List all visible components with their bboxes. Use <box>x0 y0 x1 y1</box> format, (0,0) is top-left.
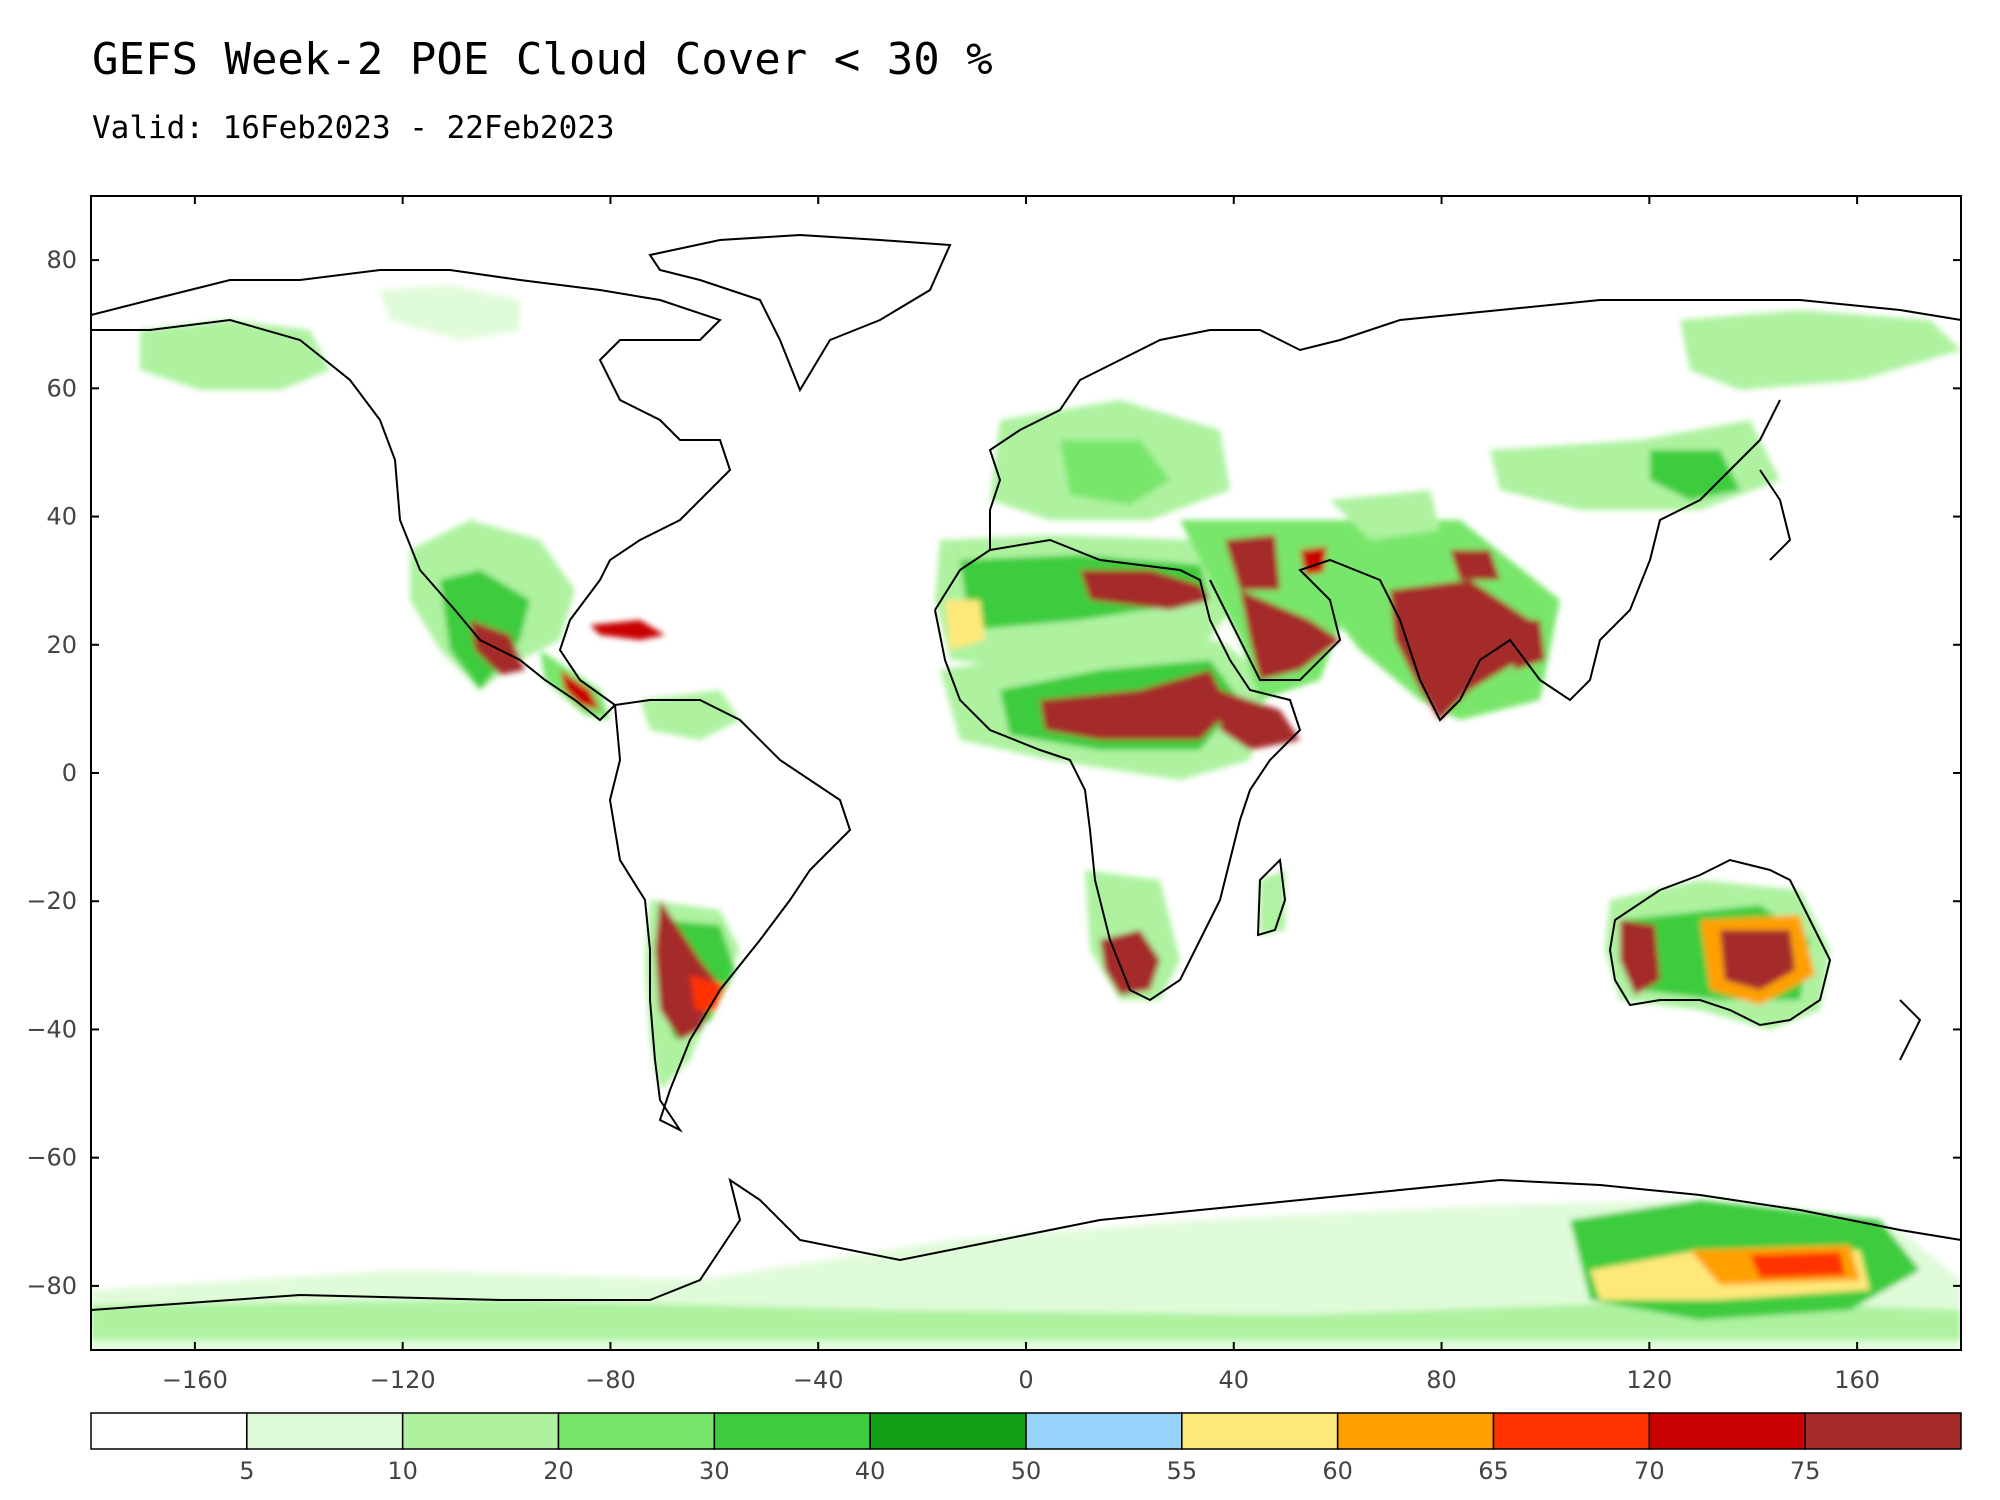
coast-arabia-asia <box>1209 399 1781 722</box>
y-tick-label: 40 <box>46 503 77 531</box>
x-tick-label: −120 <box>370 1366 436 1394</box>
field-venezuela-light <box>640 690 740 740</box>
coast-north-america <box>91 269 732 722</box>
x-tick-label: −80 <box>585 1366 636 1394</box>
field-siberia-light <box>1680 310 1961 390</box>
x-tick-label: 40 <box>1219 1366 1250 1394</box>
legend-label: 65 <box>1478 1457 1509 1485</box>
field-namibia-red <box>1100 930 1160 995</box>
field-horn-africa <box>1220 690 1300 750</box>
field-mexico-red <box>470 620 525 675</box>
field-east-australia-red <box>1720 930 1795 990</box>
field-west-australia-red <box>1620 920 1660 995</box>
legend-label: 5 <box>239 1457 254 1485</box>
field-india-red <box>1390 580 1530 720</box>
x-tick-label: 120 <box>1626 1366 1672 1394</box>
coast-new-zealand <box>1899 999 1922 1061</box>
legend-swatch <box>713 1412 871 1450</box>
legend-swatch <box>869 1412 1027 1450</box>
legend-swatch <box>90 1412 248 1450</box>
legend-label: 50 <box>1011 1457 1042 1485</box>
coast-south-america <box>608 699 852 1133</box>
coast-africa <box>934 538 1302 1002</box>
legend-label: 75 <box>1790 1457 1821 1485</box>
coast-japan <box>1759 469 1792 561</box>
coast-greenland <box>648 233 952 393</box>
legend-colorbar: 5 10 20 30 40 50 55 60 65 70 75 <box>90 1412 1962 1485</box>
coast-australia <box>1608 858 1832 1027</box>
coast-antarctica <box>91 1177 1961 1311</box>
coast-madagascar <box>1256 857 1287 937</box>
y-tick-label: 0 <box>62 759 77 787</box>
field-madagascar-light <box>1260 870 1285 935</box>
y-tick-label: −80 <box>26 1272 77 1300</box>
plot-background <box>91 196 1961 1350</box>
field-antarctica-band <box>91 1300 1961 1340</box>
x-tick-label: −40 <box>793 1366 844 1394</box>
x-tick-label: 80 <box>1426 1366 1457 1394</box>
legend-label: 60 <box>1322 1457 1353 1485</box>
y-tick-label: −40 <box>26 1015 77 1043</box>
field-sahel-red <box>1040 670 1230 740</box>
legend-swatch <box>1648 1412 1806 1450</box>
y-tick-label: 80 <box>46 246 77 274</box>
field-alaska-light <box>140 320 330 390</box>
y-tick-label: 60 <box>46 374 77 402</box>
field-caribbean-red <box>590 620 665 640</box>
x-tick-label: 0 <box>1018 1366 1033 1394</box>
map-subtitle: Valid: 16Feb2023 - 22Feb2023 <box>92 110 615 146</box>
field-central-asia-light <box>1330 490 1440 540</box>
legend-swatch <box>401 1412 560 1450</box>
legend-swatch <box>1181 1412 1339 1450</box>
map-title: GEFS Week-2 POE Cloud Cover < 30 % <box>92 34 993 85</box>
y-tick-label: −60 <box>26 1144 77 1172</box>
field-arctic-light <box>380 285 520 340</box>
field-europe-green <box>1060 440 1170 505</box>
field-mongolia-green <box>1650 450 1740 500</box>
coast-europe-africa <box>934 299 1961 611</box>
legend-label: 40 <box>855 1457 886 1485</box>
legend-swatch <box>1804 1412 1962 1450</box>
probability-fields <box>91 285 1961 1350</box>
x-tick-label: −160 <box>162 1366 228 1394</box>
x-axis: −160 −120 −80 −40 0 40 80 120 160 <box>162 196 1880 1394</box>
legend-swatch <box>246 1412 404 1450</box>
field-himalaya-red <box>1450 550 1500 580</box>
y-tick-label: 20 <box>46 631 77 659</box>
legend-label: 10 <box>387 1457 418 1485</box>
field-iraq-red <box>1225 535 1280 590</box>
field-argentina-orange <box>690 975 725 1010</box>
legend-label: 55 <box>1167 1457 1198 1485</box>
legend-swatch <box>557 1412 716 1450</box>
legend-swatch <box>1025 1412 1183 1450</box>
field-central-america-red <box>560 670 600 710</box>
legend-label: 70 <box>1634 1457 1665 1485</box>
y-tick-label: −20 <box>26 887 77 915</box>
legend-label: 30 <box>699 1457 730 1485</box>
legend-label: 20 <box>543 1457 574 1485</box>
coastlines <box>91 233 1961 1311</box>
field-western-sahara <box>945 600 985 650</box>
field-sahara-red <box>1080 570 1210 610</box>
legend-swatch <box>1492 1412 1651 1450</box>
field-arabia-red <box>1240 590 1340 680</box>
field-myanmar-red <box>1500 620 1545 670</box>
legend-swatch <box>1336 1412 1495 1450</box>
field-east-antarctica-red <box>1750 1252 1845 1278</box>
y-axis: 80 60 40 20 0 −20 −40 −60 −80 <box>26 246 1961 1300</box>
x-tick-label: 160 <box>1834 1366 1880 1394</box>
